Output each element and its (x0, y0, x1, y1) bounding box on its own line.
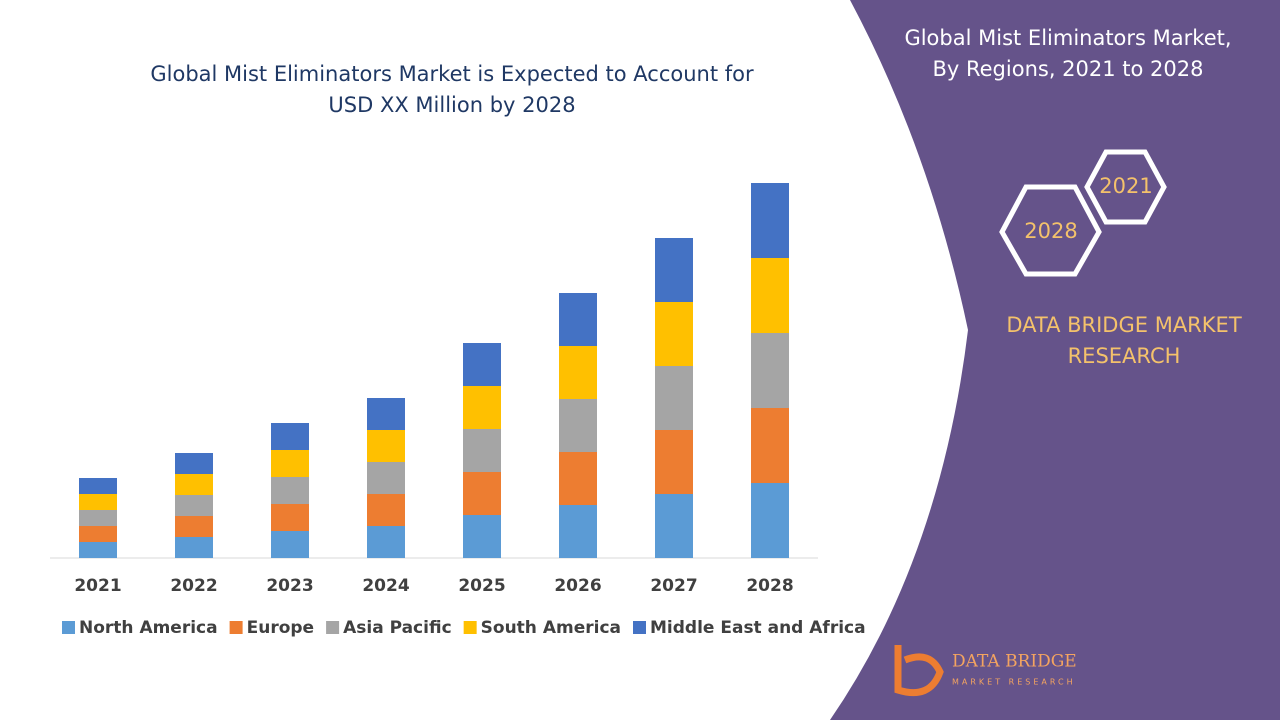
legend-swatch (62, 621, 75, 634)
bar-segment (175, 495, 213, 516)
panel-title: By Regions, 2021 to 2028 (932, 57, 1203, 81)
bar-segment (751, 333, 789, 408)
bar-segment (79, 494, 117, 510)
bar-segment (463, 472, 501, 515)
hexagon-label: 2028 (1024, 219, 1077, 243)
bar-segment (655, 366, 693, 430)
bar-segment (271, 531, 309, 558)
x-tick-label: 2022 (170, 576, 217, 596)
bar-segment (655, 302, 693, 366)
bar-segment (559, 346, 597, 399)
bar-segment (271, 477, 309, 504)
legend-label: Europe (247, 618, 314, 638)
legend-label: South America (481, 618, 621, 638)
brand-text: DATA BRIDGE MARKET (1006, 313, 1241, 337)
bar-segment (271, 423, 309, 450)
x-tick-label: 2021 (74, 576, 121, 596)
bar-segment (175, 537, 213, 558)
legend-swatch (463, 621, 477, 634)
logo-text: MARKET RESEARCH (952, 678, 1076, 687)
bar-segment (271, 450, 309, 477)
bar-segment (79, 542, 117, 558)
bar-segment (79, 526, 117, 542)
bar-segment (751, 183, 789, 258)
bar-segment (655, 430, 693, 494)
x-tick-label: 2026 (554, 576, 601, 596)
bar-segment (367, 462, 405, 494)
bar-segment (463, 429, 501, 472)
x-tick-label: 2025 (458, 576, 505, 596)
bar-segment (175, 516, 213, 537)
legend-label: Middle East and Africa (650, 618, 866, 638)
chart-title: Global Mist Eliminators Market is Expect… (150, 62, 754, 86)
bar-segment (463, 386, 501, 429)
legend-swatch (229, 621, 243, 634)
bar-segment (559, 293, 597, 346)
logo-mark (894, 645, 944, 697)
legend-label: North America (79, 618, 218, 638)
hexagon (999, 184, 1102, 277)
bar-segment (463, 515, 501, 558)
bar-segment (559, 399, 597, 452)
panel-title: Global Mist Eliminators Market, (904, 26, 1231, 50)
bar-segment (463, 343, 501, 386)
bar-segment (175, 453, 213, 474)
bar-segment (367, 494, 405, 526)
legend-label: Asia Pacific (343, 618, 452, 638)
bar-segment (79, 510, 117, 526)
hexagon-label: 2021 (1099, 174, 1152, 198)
x-tick-label: 2024 (362, 576, 409, 596)
bar-segment (271, 504, 309, 531)
bar-segment (79, 478, 117, 494)
x-tick-label: 2028 (746, 576, 793, 596)
brand-text: RESEARCH (1068, 344, 1181, 368)
side-panel (830, 0, 1280, 720)
bar-segment (367, 398, 405, 430)
x-tick-label: 2023 (266, 576, 313, 596)
bar-segment (655, 238, 693, 302)
legend-swatch (326, 621, 340, 634)
chart-title: USD XX Million by 2028 (328, 93, 575, 117)
logo-text: DATA BRIDGE (952, 652, 1077, 672)
bar-segment (751, 408, 789, 483)
bar-segment (367, 526, 405, 558)
bar-segment (367, 430, 405, 462)
bar-segment (655, 494, 693, 558)
bar-segment (559, 452, 597, 505)
hexagon (1084, 149, 1167, 225)
x-tick-label: 2027 (650, 576, 697, 596)
bar-segment (175, 474, 213, 495)
bar-segment (559, 505, 597, 558)
bar-segment (751, 483, 789, 558)
bar-segment (751, 258, 789, 333)
legend-swatch (633, 621, 646, 634)
